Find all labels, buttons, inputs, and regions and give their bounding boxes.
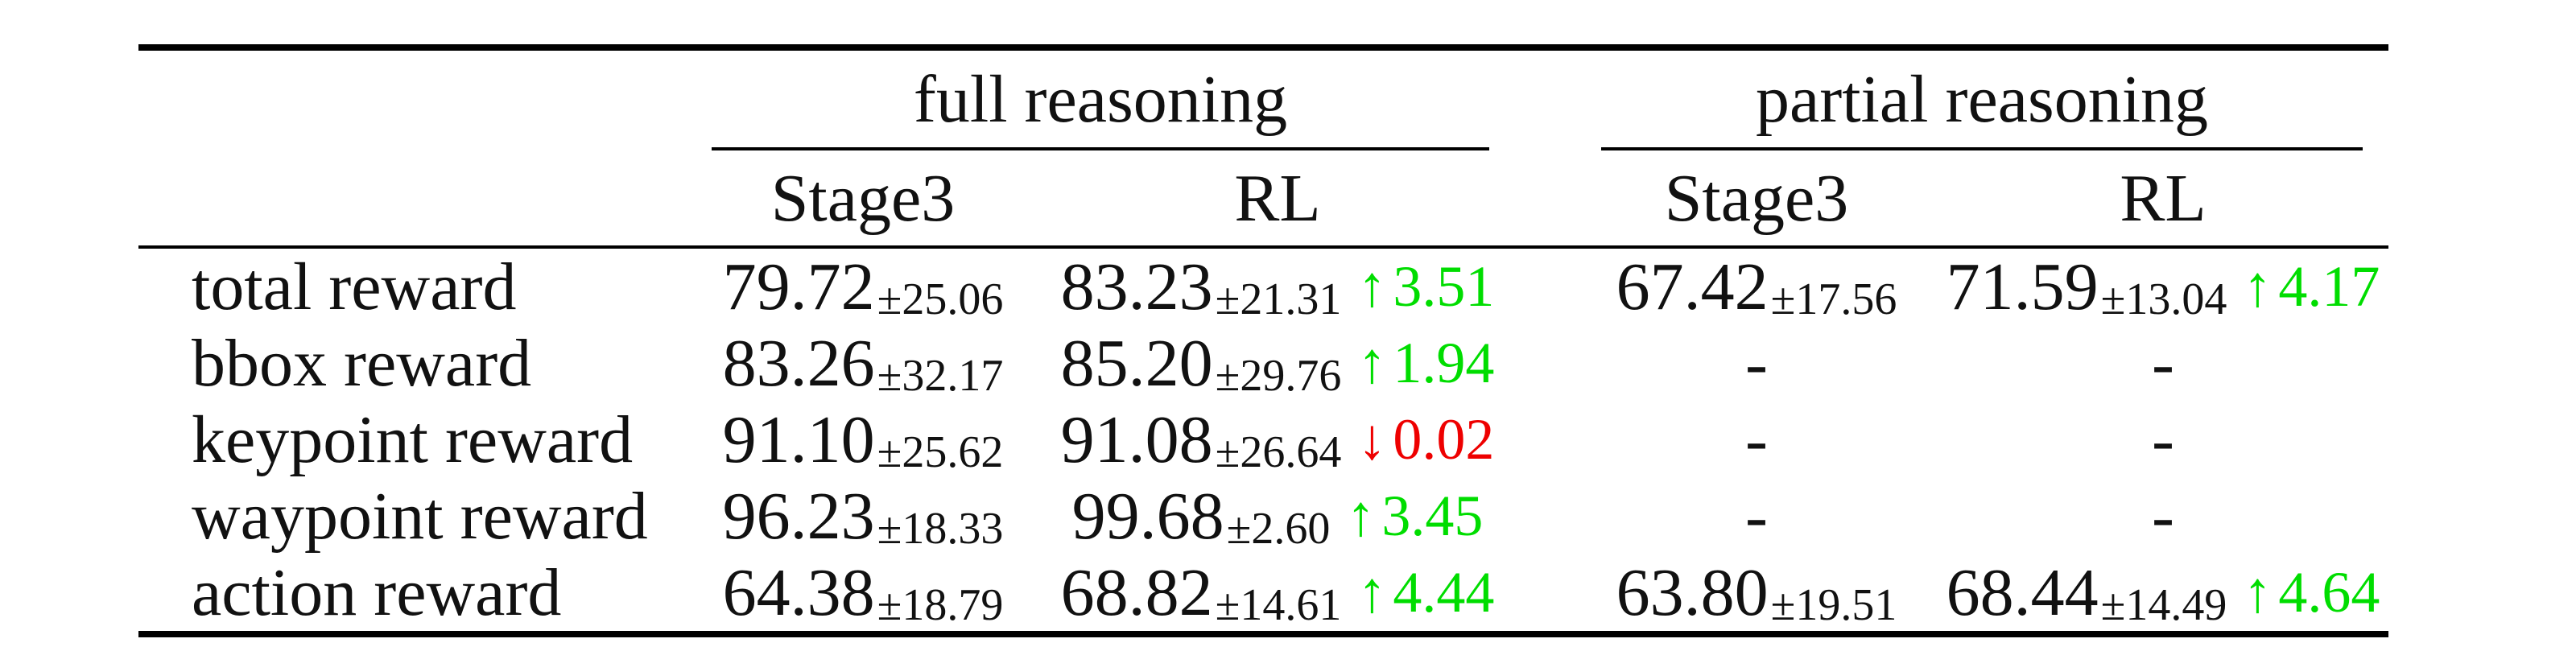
delta-arrow-icon: ↑	[1357, 254, 1387, 319]
delta-arrow-icon: ↑	[1346, 484, 1376, 548]
std-dev-subscript: ±25.62	[877, 427, 1004, 478]
std-dev-subscript: ±14.49	[2100, 580, 2227, 631]
std-dev-subscript: ±29.76	[1215, 351, 1342, 402]
metric-value: 91.08	[1060, 402, 1213, 477]
full-rl-cell: 83.23 ±21.31 ↑ 3.51	[1040, 249, 1515, 325]
std-dev-subscript: ±14.61	[1215, 580, 1342, 631]
results-table: full reasoning partial reasoning Stage3 …	[138, 44, 2388, 637]
row-label: keypoint reward	[192, 402, 634, 477]
delta-value: 1.94	[1393, 331, 1495, 395]
std-dev-subscript: ±21.31	[1215, 274, 1342, 325]
delta-value: 0.02	[1393, 407, 1495, 472]
delta-badge: ↑ 1.94	[1357, 330, 1494, 397]
delta-arrow-icon: ↑	[2243, 254, 2273, 319]
partial-rl-cell: 71.59 ±13.04 ↑ 4.17	[1938, 249, 2388, 325]
metric-value: 79.72	[722, 249, 875, 324]
full-stage3-cell: 64.38 ±18.79	[686, 554, 1040, 631]
row-label: total reward	[192, 249, 517, 324]
metric-value: -	[2152, 326, 2174, 401]
std-dev-subscript: ±18.33	[877, 504, 1004, 554]
delta-badge: ↑ 3.45	[1346, 483, 1483, 550]
partial-stage3-cell: -	[1575, 325, 1938, 402]
partial-rl-cell: -	[1938, 325, 2388, 402]
full-rl-cell: 99.68 ±2.60 ↑ 3.45	[1040, 478, 1515, 554]
metric-value: -	[1745, 402, 1768, 477]
metric-value: -	[2152, 402, 2174, 477]
metric-value: 91.10	[722, 402, 875, 477]
subheader-full-rl: RL	[1234, 160, 1321, 236]
std-dev-subscript: ±25.06	[877, 274, 1004, 325]
column-group-partial-reasoning: partial reasoning	[1575, 51, 2388, 147]
cmidrule-full-reasoning	[712, 147, 1489, 150]
metric-value: -	[2152, 479, 2174, 554]
subheader-full-stage3: Stage3	[770, 160, 956, 236]
full-stage3-cell: 91.10 ±25.62	[686, 402, 1040, 478]
full-rl-cell: 85.20 ±29.76 ↑ 1.94	[1040, 325, 1515, 402]
metric-value: 83.26	[722, 326, 875, 401]
row-label: action reward	[192, 555, 562, 630]
delta-badge: ↑ 4.44	[1357, 559, 1494, 626]
full-rl-cell: 68.82 ±14.61 ↑ 4.44	[1040, 554, 1515, 631]
delta-arrow-icon: ↑	[1357, 331, 1387, 395]
partial-rl-cell: -	[1938, 402, 2388, 478]
partial-stage3-cell: -	[1575, 478, 1938, 554]
std-dev-subscript: ±17.56	[1770, 274, 1897, 325]
metric-value: 63.80	[1616, 555, 1769, 630]
delta-badge: ↑ 4.64	[2243, 559, 2380, 626]
delta-arrow-icon: ↓	[1357, 407, 1387, 472]
column-group-label: partial reasoning	[1755, 61, 2209, 137]
full-stage3-cell: 83.26 ±32.17	[686, 325, 1040, 402]
std-dev-subscript: ±2.60	[1226, 504, 1331, 554]
partial-rl-cell: 68.44 ±14.49 ↑ 4.64	[1938, 554, 2388, 631]
metric-value: 64.38	[722, 555, 875, 630]
metric-value: 85.20	[1060, 326, 1213, 401]
subheader-partial-stage3: Stage3	[1664, 160, 1849, 236]
cmidrule-partial-reasoning	[1601, 147, 2363, 150]
column-group-label: full reasoning	[913, 61, 1288, 137]
partial-stage3-cell: 67.42 ±17.56	[1575, 249, 1938, 325]
delta-arrow-icon: ↑	[1357, 560, 1387, 624]
delta-value: 4.17	[2278, 254, 2380, 319]
partial-stage3-cell: 63.80 ±19.51	[1575, 554, 1938, 631]
column-group-full-reasoning: full reasoning	[686, 51, 1515, 147]
metric-value: 67.42	[1616, 249, 1769, 324]
metric-value: 68.82	[1060, 555, 1213, 630]
metric-value: 71.59	[1946, 249, 2099, 324]
delta-arrow-icon: ↑	[2243, 560, 2273, 624]
partial-stage3-cell: -	[1575, 402, 1938, 478]
metric-value: 96.23	[722, 479, 875, 554]
std-dev-subscript: ±13.04	[2100, 274, 2227, 325]
delta-badge: ↑ 4.17	[2243, 253, 2380, 320]
full-stage3-cell: 96.23 ±18.33	[686, 478, 1040, 554]
delta-value: 4.44	[1393, 560, 1495, 624]
metric-value: 99.68	[1071, 479, 1224, 554]
metric-value: 83.23	[1060, 249, 1213, 324]
delta-value: 4.64	[2278, 560, 2380, 624]
metric-value: -	[1745, 326, 1768, 401]
delta-value: 3.51	[1393, 254, 1495, 319]
std-dev-subscript: ±18.79	[877, 580, 1004, 631]
metric-value: 68.44	[1946, 555, 2099, 630]
std-dev-subscript: ±19.51	[1770, 580, 1897, 631]
std-dev-subscript: ±32.17	[877, 351, 1004, 402]
delta-badge: ↑ 3.51	[1357, 253, 1494, 320]
partial-rl-cell: -	[1938, 478, 2388, 554]
header-rule	[138, 245, 2388, 249]
std-dev-subscript: ±26.64	[1215, 427, 1342, 478]
row-label: waypoint reward	[192, 479, 648, 554]
delta-badge: ↓ 0.02	[1357, 406, 1494, 473]
full-rl-cell: 91.08 ±26.64 ↓ 0.02	[1040, 402, 1515, 478]
metric-value: -	[1745, 479, 1768, 554]
full-stage3-cell: 79.72 ±25.06	[686, 249, 1040, 325]
row-label: bbox reward	[192, 326, 532, 401]
subheader-partial-rl: RL	[2120, 160, 2207, 236]
delta-value: 3.45	[1381, 484, 1484, 548]
